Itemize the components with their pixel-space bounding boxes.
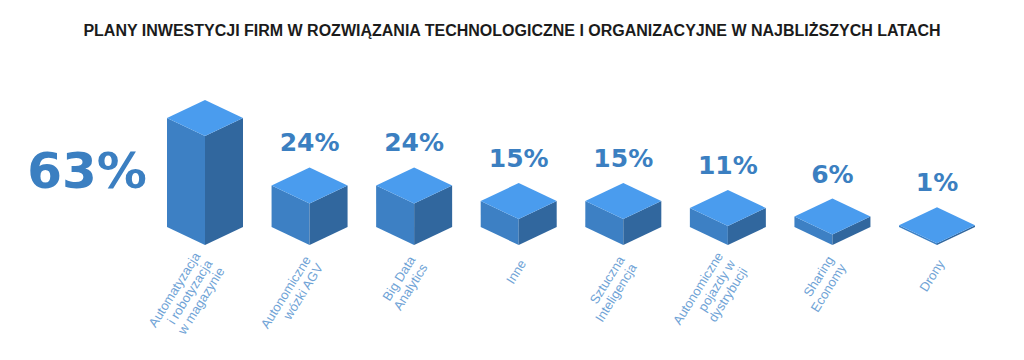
category-label-line: Economy: [807, 260, 849, 314]
category-label-line: Inteligencja: [592, 260, 640, 324]
category-label: Drony: [916, 257, 947, 295]
category-label-line: wózki AGV: [279, 261, 326, 323]
plot-area: [167, 100, 975, 245]
bar: [167, 100, 243, 245]
bar: [376, 167, 452, 245]
bar-top-face: [585, 183, 661, 219]
category-label: Autonomicznepojazdy wdystrybucji: [670, 249, 751, 342]
data-label: 1%: [916, 168, 958, 197]
category-label: SztucznaInteligencja: [580, 253, 640, 325]
category-labels: Automatyzacjai robotyzacjaw magazynie Aut…: [145, 249, 947, 345]
category-label-line: Drony: [916, 257, 947, 295]
category-label: Inne: [503, 257, 529, 286]
bar-top-face: [690, 190, 766, 226]
bar-top-face: [481, 183, 557, 219]
bar: [272, 167, 348, 245]
bar-top-face: [272, 167, 348, 203]
bar-top-face: [899, 207, 975, 243]
bar: [585, 183, 661, 245]
data-label: 15%: [593, 144, 653, 173]
bar: [481, 183, 557, 245]
category-label-line: Inne: [503, 257, 529, 286]
data-label: 24%: [280, 128, 340, 157]
title: PLANY INWESTYCJI FIRM W ROZWIĄZANIA TECH…: [83, 22, 940, 39]
bar-top-face: [376, 167, 452, 203]
bar-right-face: [205, 118, 243, 245]
data-label: 6%: [811, 160, 853, 189]
data-labels: 63% 24% 24% 15% 15% 11% 6% 1%: [27, 128, 958, 200]
data-label: 11%: [698, 151, 758, 180]
data-label: 15%: [489, 144, 549, 173]
data-label: 24%: [384, 128, 444, 157]
category-label: Big DataAnalytics: [378, 253, 431, 313]
category-label: Autonomicznewózki AGV: [258, 253, 327, 339]
bar: [899, 207, 975, 245]
category-label-line: dystrybucji: [705, 265, 750, 325]
category-label: Automatyzacjai robotyzacjaw magazynie: [145, 249, 228, 345]
bar-top-face: [167, 100, 243, 136]
bar-top-face: [794, 199, 870, 235]
data-label: 63%: [27, 142, 147, 200]
bar: [794, 199, 870, 245]
bar-left-face: [167, 118, 205, 245]
bar: [690, 190, 766, 245]
category-label-line: Analytics: [390, 260, 431, 312]
category-label: SharingEconomy: [795, 253, 849, 315]
category-label-line: w magazynie: [174, 265, 227, 338]
chart: PLANY INWESTYCJI FIRM W ROZWIĄZANIA TECH…: [0, 0, 1024, 360]
